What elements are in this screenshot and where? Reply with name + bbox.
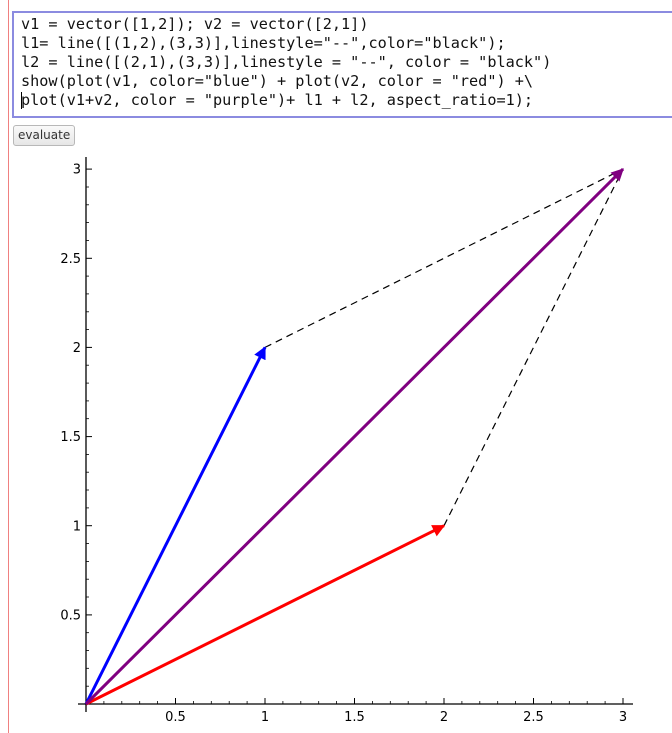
dashed-line-l2 — [443, 168, 624, 526]
x-tick-labels: 0.5 1 1.5 2 2.5 3 — [165, 710, 627, 725]
code-line: show(plot(v1, color="blue") + plot(v2, c… — [21, 72, 534, 90]
code-input-cell[interactable]: v1 = vector([1,2]); v2 = vector([2,1]) l… — [12, 11, 672, 118]
x-tick-label: 2 — [440, 710, 448, 725]
code-editor-text[interactable]: v1 = vector([1,2]); v2 = vector([2,1]) l… — [21, 15, 551, 110]
code-line: v1 = vector([1,2]); v2 = vector([2,1]) — [21, 15, 369, 33]
x-tick-label: 1 — [261, 710, 269, 725]
axes — [78, 157, 633, 712]
code-line: plot(v1+v2, color = "purple")+ l1 + l2, … — [21, 91, 534, 109]
vector-v1-blue-arrow — [84, 346, 267, 705]
y-tick-label: 3 — [73, 163, 81, 178]
code-line: l1= line([(1,2),(3,3)],linestyle="--",co… — [21, 34, 506, 52]
y-tick-labels: 0.5 1 1.5 2 2.5 3 — [60, 163, 81, 624]
y-tick-label: 2 — [73, 341, 81, 356]
vector-sum-purple-arrow — [84, 168, 625, 706]
x-minor-ticks — [103, 701, 606, 704]
x-tick-label: 3 — [619, 710, 627, 725]
x-tick-label: 1.5 — [344, 710, 365, 725]
x-tick-label: 2.5 — [523, 710, 544, 725]
text-caret — [21, 92, 22, 109]
y-tick-label: 0.5 — [60, 609, 81, 624]
dashed-line-l1 — [264, 168, 624, 348]
evaluate-button[interactable]: evaluate — [13, 125, 76, 146]
y-minor-ticks — [86, 186, 89, 687]
cell-left-rule — [8, 0, 9, 733]
y-tick-label: 2.5 — [60, 252, 81, 267]
vector-v2-red-arrow — [85, 524, 446, 706]
y-tick-label: 1.5 — [60, 430, 81, 445]
y-major-ticks — [86, 168, 92, 616]
y-tick-label: 1 — [73, 519, 81, 534]
x-major-ticks — [175, 698, 624, 704]
x-tick-label: 0.5 — [165, 710, 186, 725]
code-line: l2 = line([(2,1),(3,3)],linestyle = "--"… — [21, 53, 552, 71]
